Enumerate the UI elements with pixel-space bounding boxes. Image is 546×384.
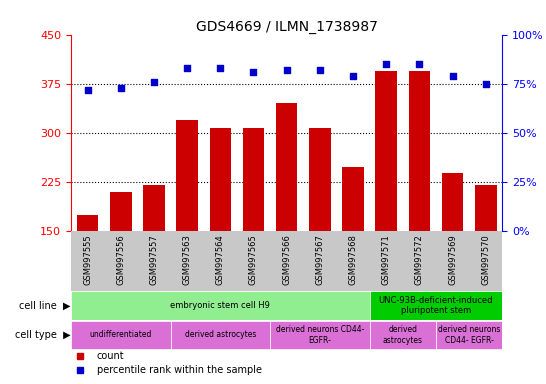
Text: derived neurons
CD44- EGFR-: derived neurons CD44- EGFR- bbox=[438, 325, 500, 344]
Text: GSM997571: GSM997571 bbox=[382, 234, 391, 285]
Bar bbox=[442, 174, 464, 231]
Text: GSM997567: GSM997567 bbox=[316, 234, 324, 285]
Bar bbox=[408, 71, 430, 231]
Point bbox=[316, 67, 324, 73]
Text: GSM997565: GSM997565 bbox=[249, 234, 258, 285]
Bar bbox=[376, 71, 397, 231]
Bar bbox=[370, 321, 436, 349]
Point bbox=[183, 65, 192, 71]
Text: GSM997570: GSM997570 bbox=[481, 234, 490, 285]
Text: percentile rank within the sample: percentile rank within the sample bbox=[97, 365, 262, 375]
Point bbox=[448, 73, 457, 79]
Point bbox=[382, 61, 390, 67]
Text: derived
astrocytes: derived astrocytes bbox=[383, 325, 423, 344]
Bar bbox=[342, 167, 364, 231]
Text: GSM997556: GSM997556 bbox=[116, 234, 125, 285]
Point bbox=[282, 67, 291, 73]
Bar bbox=[436, 321, 502, 349]
Text: GSM997568: GSM997568 bbox=[348, 234, 358, 285]
Bar bbox=[110, 192, 132, 231]
Point bbox=[116, 84, 125, 91]
Text: embryonic stem cell H9: embryonic stem cell H9 bbox=[170, 301, 270, 310]
Point bbox=[349, 73, 358, 79]
Point bbox=[83, 86, 92, 93]
Text: GSM997563: GSM997563 bbox=[182, 234, 192, 285]
Bar bbox=[210, 128, 231, 231]
Bar bbox=[71, 291, 370, 319]
Point bbox=[482, 81, 490, 87]
Bar bbox=[270, 321, 370, 349]
Bar bbox=[309, 128, 331, 231]
Point bbox=[216, 65, 224, 71]
Text: GSM997557: GSM997557 bbox=[150, 234, 158, 285]
Bar bbox=[170, 321, 270, 349]
Text: cell line  ▶: cell line ▶ bbox=[20, 300, 71, 310]
Point bbox=[415, 61, 424, 67]
Point bbox=[249, 69, 258, 75]
Bar bbox=[176, 120, 198, 231]
Text: GSM997555: GSM997555 bbox=[83, 234, 92, 285]
Bar bbox=[242, 127, 264, 231]
Text: GSM997566: GSM997566 bbox=[282, 234, 291, 285]
Text: GSM997569: GSM997569 bbox=[448, 234, 457, 285]
Text: GSM997564: GSM997564 bbox=[216, 234, 225, 285]
Text: count: count bbox=[97, 351, 124, 361]
Bar bbox=[370, 291, 502, 319]
Bar bbox=[276, 103, 298, 231]
Title: GDS4669 / ILMN_1738987: GDS4669 / ILMN_1738987 bbox=[195, 20, 378, 33]
Bar bbox=[77, 215, 98, 231]
Text: undifferentiated: undifferentiated bbox=[90, 330, 152, 339]
Text: GSM997572: GSM997572 bbox=[415, 234, 424, 285]
Bar bbox=[71, 321, 170, 349]
Text: derived neurons CD44-
EGFR-: derived neurons CD44- EGFR- bbox=[276, 325, 364, 344]
Text: cell type  ▶: cell type ▶ bbox=[15, 330, 71, 340]
Bar bbox=[475, 185, 496, 231]
Point bbox=[150, 79, 158, 85]
Text: UNC-93B-deficient-induced
pluripotent stem: UNC-93B-deficient-induced pluripotent st… bbox=[379, 296, 493, 315]
Text: derived astrocytes: derived astrocytes bbox=[185, 330, 256, 339]
Bar bbox=[143, 185, 165, 231]
